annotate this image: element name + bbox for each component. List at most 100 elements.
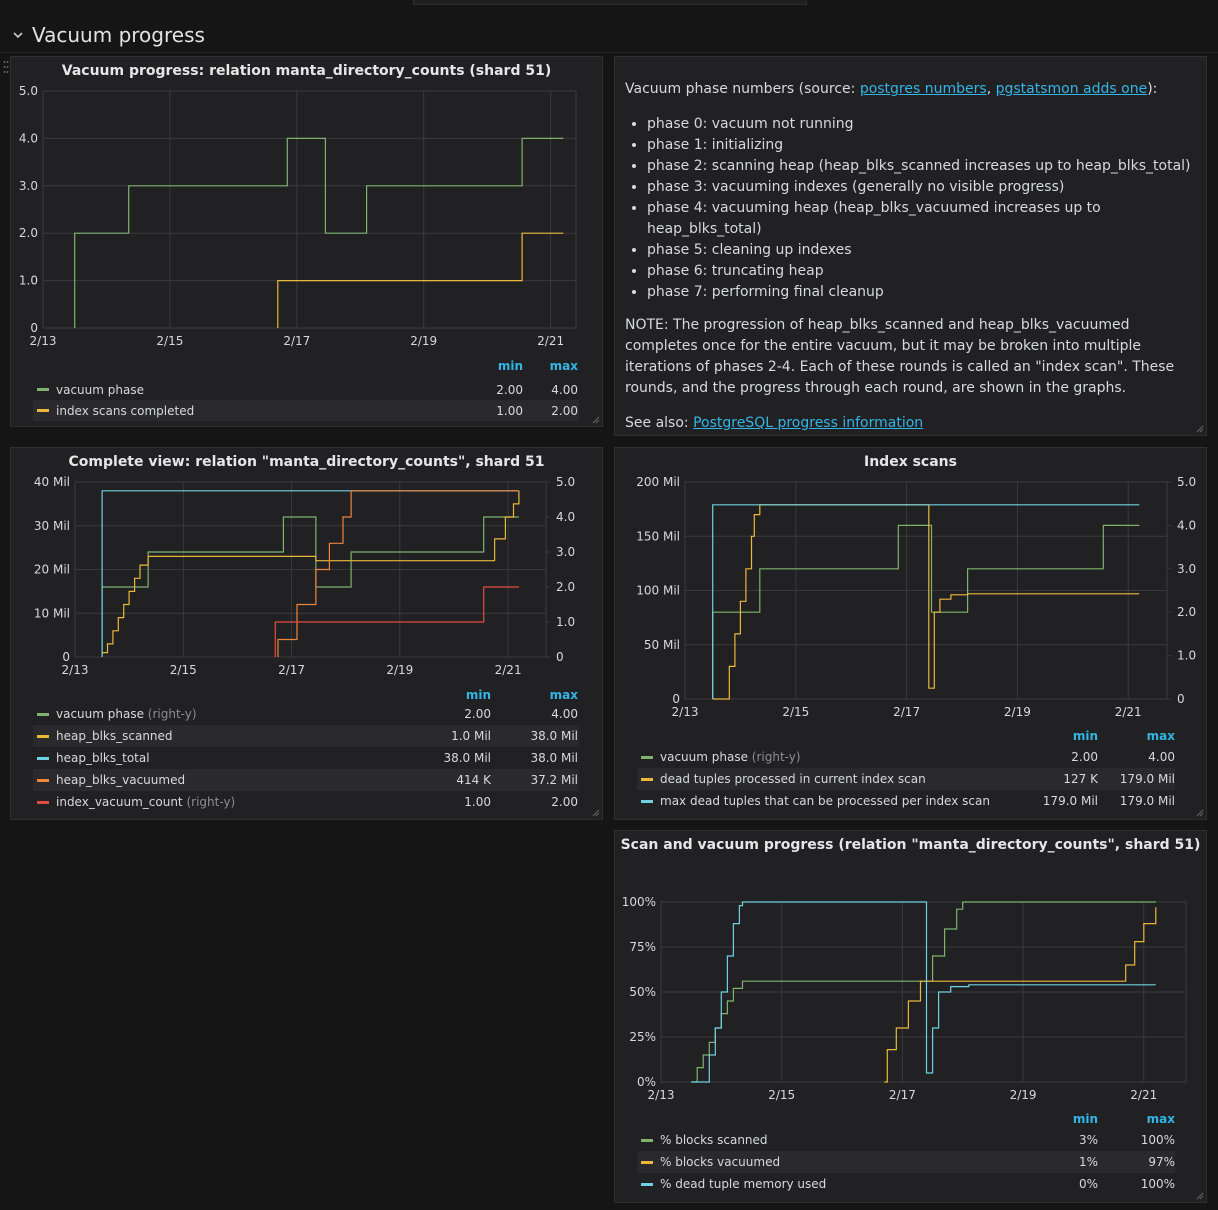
legend-series-name[interactable]: vacuum phase (right-y): [56, 707, 197, 721]
legend-series-name[interactable]: heap_blks_scanned: [56, 729, 173, 743]
list-item: phase 2: scanning heap (heap_blks_scanne…: [647, 156, 1198, 177]
legend-min-value: 2.00: [496, 382, 523, 397]
legend-series-name[interactable]: heap_blks_vacuumed: [56, 773, 186, 787]
x-tick-label: 2/21: [495, 663, 522, 677]
panel-complete-view[interactable]: Complete view: relation "manta_directory…: [10, 447, 603, 820]
legend-header-max[interactable]: max: [549, 359, 578, 373]
x-tick-label: 2/19: [1004, 705, 1031, 719]
legend-header-min[interactable]: min: [1072, 1112, 1098, 1126]
legend-header-min[interactable]: min: [1072, 729, 1098, 743]
legend-series-name[interactable]: vacuum phase (right-y): [660, 750, 801, 764]
legend-axis-note: (right-y): [747, 750, 801, 764]
panel-vacuum-progress[interactable]: Vacuum progress: relation manta_director…: [10, 56, 603, 427]
row-title: Vacuum progress: [32, 23, 205, 47]
legend-swatch[interactable]: [641, 1182, 653, 1186]
series-line: [101, 516, 519, 657]
legend-swatch[interactable]: [37, 734, 49, 738]
legend-header-min[interactable]: min: [497, 359, 523, 373]
resize-handle-icon[interactable]: [591, 415, 600, 424]
legend-header-max[interactable]: max: [1146, 1112, 1175, 1126]
legend-swatch[interactable]: [37, 756, 49, 760]
resize-handle-icon[interactable]: [1195, 808, 1204, 817]
legend-max-value: 2.00: [551, 795, 578, 809]
legend-series-name[interactable]: index_vacuum_count (right-y): [56, 795, 236, 809]
legend-row[interactable]: index scans completed 1.00 2.00: [33, 400, 579, 421]
panel-scan-vacuum-progress[interactable]: Scan and vacuum progress (relation "mant…: [614, 830, 1207, 1203]
legend-swatch[interactable]: [37, 778, 49, 782]
panel-title[interactable]: Index scans: [864, 454, 957, 470]
legend-swatch[interactable]: [37, 712, 49, 716]
legend-series-name[interactable]: % dead tuple memory used: [660, 1177, 827, 1191]
legend-swatch[interactable]: [641, 777, 653, 781]
pgstatsmon-link[interactable]: pgstatsmon adds one: [995, 81, 1148, 97]
legend-series-name[interactable]: % blocks scanned: [660, 1133, 768, 1147]
series-line: [102, 490, 520, 654]
intro-suffix: ):: [1147, 81, 1158, 97]
legend-max-value: 179.0 Mil: [1119, 772, 1175, 786]
panel-title[interactable]: Complete view: relation "manta_directory…: [68, 454, 545, 470]
x-tick-label: 2/15: [170, 663, 197, 677]
panel-title[interactable]: Vacuum progress: relation manta_director…: [61, 63, 552, 79]
x-tick-label: 2/13: [62, 663, 89, 677]
legend-series-name[interactable]: % blocks vacuumed: [660, 1155, 781, 1169]
resize-handle-icon[interactable]: [591, 808, 600, 817]
y-right-tick-label: 2.0: [1177, 605, 1196, 619]
legend-row[interactable]: heap_blks_total 38.0 Mil 38.0 Mil: [33, 747, 579, 769]
y-tick-label: 5.0: [19, 84, 38, 98]
y-tick-label: 20 Mil: [34, 563, 70, 577]
legend-series-name[interactable]: index scans completed: [56, 403, 195, 418]
graph-complete-view[interactable]: 0 10 Mil 20 Mil 30 Mil 40 Mil 0 1.0 2.0 3.0 4.0 5.…: [11, 448, 604, 688]
legend-row[interactable]: heap_blks_vacuumed 414 K 37.2 Mil: [33, 769, 579, 791]
x-tick-label: 2/19: [1010, 1088, 1037, 1102]
legend-swatch[interactable]: [37, 388, 49, 391]
y-tick-label: 2.0: [19, 226, 38, 240]
postgresql-progress-link[interactable]: PostgreSQL progress information: [693, 415, 924, 431]
y-tick-label: 3.0: [19, 179, 38, 193]
legend-header-max[interactable]: max: [549, 688, 578, 702]
graph-vacuum-progress[interactable]: 0 1.0 2.0 3.0 4.0 5.0 2/13 2/15 2/17 2/19 2/21: [11, 57, 604, 357]
panel-title[interactable]: Scan and vacuum progress (relation "mant…: [620, 837, 1201, 853]
legend-row[interactable]: vacuum phase (right-y) 2.00 4.00: [637, 746, 1175, 768]
row-collapse-toggle[interactable]: Vacuum progress: [10, 20, 205, 50]
legend-row[interactable]: vacuum phase 2.00 4.00: [33, 379, 579, 400]
x-tick-label: 2/15: [768, 1088, 795, 1102]
legend-swatch[interactable]: [37, 409, 49, 412]
legend-swatch[interactable]: [641, 1138, 653, 1142]
legend-row[interactable]: heap_blks_scanned 1.0 Mil 38.0 Mil: [33, 725, 579, 747]
graph-index-scans[interactable]: 0 50 Mil 100 Mil 150 Mil 200 Mil 0 1.0 2.0 3.0 4.…: [615, 448, 1208, 733]
legend-series-name[interactable]: vacuum phase: [56, 382, 144, 397]
legend-header-max[interactable]: max: [1146, 729, 1175, 743]
legend-row[interactable]: index_vacuum_count (right-y) 1.00 2.00: [33, 791, 579, 813]
drag-handle-icon[interactable]: [3, 60, 9, 74]
x-tick-label: 2/17: [893, 705, 920, 719]
postgres-numbers-link[interactable]: postgres numbers: [859, 81, 987, 97]
x-tick-label: 2/17: [889, 1088, 916, 1102]
legend-swatch[interactable]: [641, 1160, 653, 1164]
legend-header-min[interactable]: min: [465, 688, 491, 702]
intro-line: Vacuum phase numbers (source: postgres n…: [625, 79, 1198, 100]
legend-row[interactable]: dead tuples processed in current index s…: [637, 768, 1175, 790]
see-also-line: See also: PostgreSQL progress informatio…: [625, 413, 1198, 434]
series-line: [884, 907, 1157, 1083]
legend-row[interactable]: % dead tuple memory used 0% 100%: [637, 1173, 1175, 1195]
y-tick-label: 150 Mil: [636, 529, 680, 543]
legend-swatch[interactable]: [641, 799, 653, 803]
legend-series-name[interactable]: max dead tuples that can be processed pe…: [660, 794, 990, 808]
legend-series-name[interactable]: dead tuples processed in current index s…: [660, 772, 926, 786]
graph-scan-vacuum-progress[interactable]: 0% 25% 50% 75% 100% 2/13 2/15 2/17 2/19 2/21: [615, 831, 1208, 1116]
legend-series-name[interactable]: heap_blks_total: [56, 751, 150, 765]
legend-row[interactable]: % blocks vacuumed 1% 97%: [637, 1151, 1175, 1173]
y-right-tick-label: 0: [556, 650, 564, 664]
panel-index-scans[interactable]: Index scans 0 50 Mil 100 Mil 150 Mil 200 Mil…: [614, 447, 1207, 820]
legend-swatch[interactable]: [641, 755, 653, 759]
legend-row[interactable]: % blocks scanned 3% 100%: [637, 1129, 1175, 1151]
legend-axis-note: (right-y): [182, 795, 236, 809]
legend-row[interactable]: vacuum phase (right-y) 2.00 4.00: [33, 703, 579, 725]
resize-handle-icon[interactable]: [1195, 424, 1204, 433]
panel-vacuum-phase-numbers: Vacuum phase numbers (source: postgres n…: [614, 56, 1207, 436]
legend: min max vacuum phase (right-y) 2.00 4.00 heap…: [33, 688, 579, 816]
resize-handle-icon[interactable]: [1195, 1191, 1204, 1200]
legend-row[interactable]: max dead tuples that can be processed pe…: [637, 790, 1175, 812]
legend-swatch[interactable]: [37, 800, 49, 804]
legend-max-value: 4.00: [551, 707, 578, 721]
